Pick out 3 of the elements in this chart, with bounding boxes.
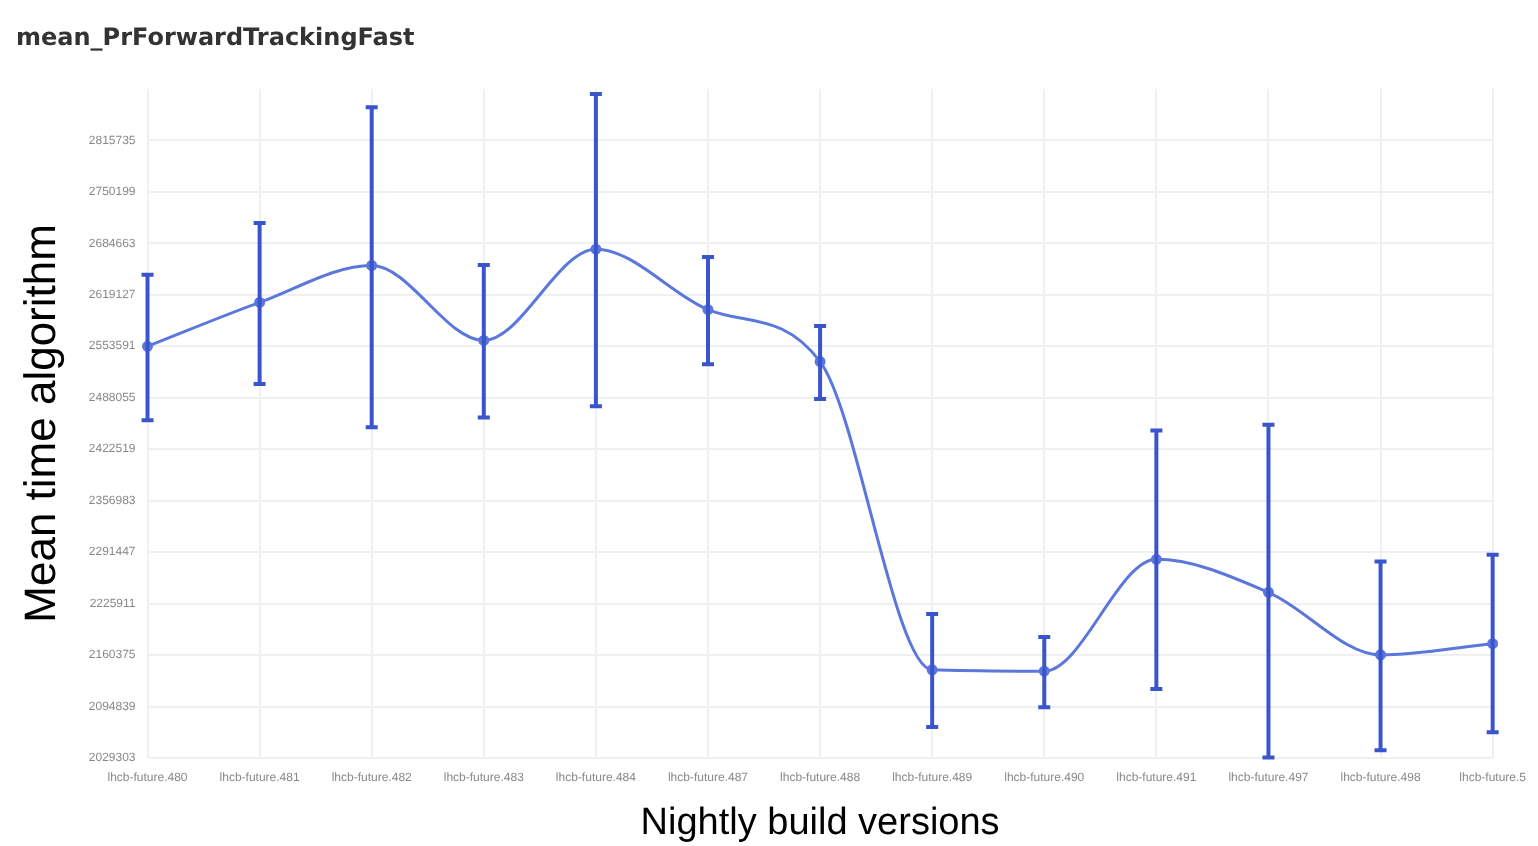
chart-title: mean_PrForwardTrackingFast (16, 22, 416, 51)
y-axis-title: Mean time algorithm (14, 224, 65, 623)
x-axis-title: Nightly build versions (640, 801, 1000, 844)
